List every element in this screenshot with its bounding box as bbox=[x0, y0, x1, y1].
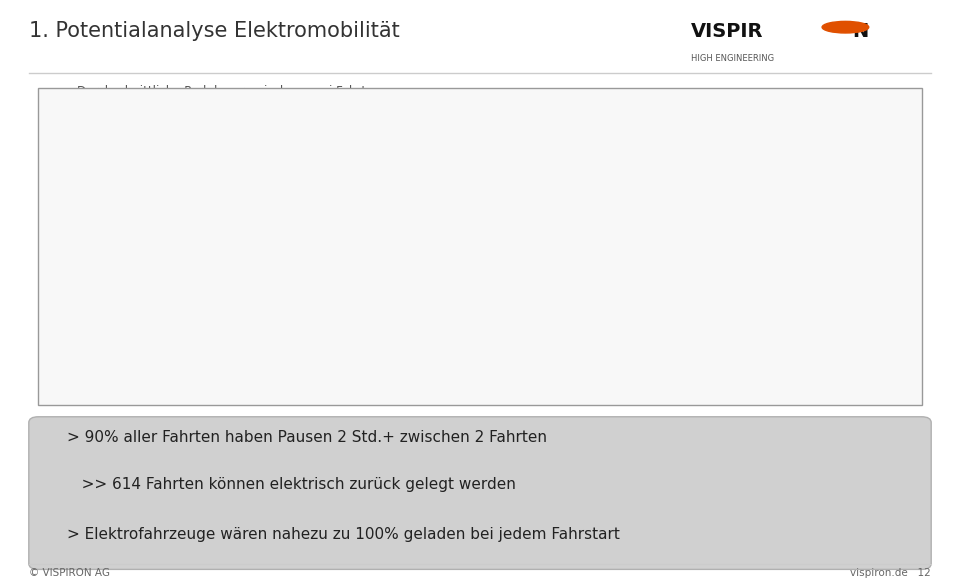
Bar bbox=[321, 353, 339, 382]
Text: vispiron.de   12: vispiron.de 12 bbox=[851, 568, 931, 578]
Bar bbox=[472, 312, 491, 382]
Bar bbox=[710, 364, 729, 382]
Bar bbox=[385, 364, 404, 382]
Bar bbox=[754, 377, 773, 382]
Bar bbox=[276, 370, 296, 382]
Bar bbox=[342, 364, 360, 382]
Bar bbox=[493, 303, 512, 382]
Bar bbox=[147, 223, 165, 382]
Bar bbox=[255, 368, 274, 382]
Bar bbox=[776, 375, 794, 382]
Bar bbox=[732, 375, 751, 382]
Bar bbox=[429, 362, 447, 382]
Text: 1. Potentialanalyse Elektromobilität: 1. Potentialanalyse Elektromobilität bbox=[29, 21, 399, 41]
Bar bbox=[102, 147, 179, 382]
Bar bbox=[79, 208, 103, 382]
Text: <= 1 Std.: <= 1 Std. bbox=[707, 146, 765, 160]
Bar bbox=[819, 379, 837, 382]
Text: > 6 Std.: > 6 Std. bbox=[707, 197, 755, 210]
Bar bbox=[689, 362, 708, 382]
Text: > Elektrofahrzeuge wären nahezu zu 100% geladen bei jedem Fahrstart: > Elektrofahrzeuge wären nahezu zu 100% … bbox=[67, 527, 620, 542]
Bar bbox=[104, 152, 122, 382]
Text: N: N bbox=[852, 22, 868, 41]
Bar bbox=[602, 328, 620, 382]
FancyBboxPatch shape bbox=[656, 129, 864, 222]
Text: 2 - 5 Std.: 2 - 5 Std. bbox=[707, 171, 760, 184]
Bar bbox=[624, 335, 642, 382]
Legend: Parkzeit: Parkzeit bbox=[778, 109, 858, 131]
Text: 2 - 5 Std.: 2 - 5 Std. bbox=[707, 171, 760, 184]
Bar bbox=[450, 337, 468, 382]
Bar bbox=[190, 312, 208, 382]
Bar bbox=[364, 348, 382, 382]
Text: >> 614 Fahrten können elektrisch zurück gelegt werden: >> 614 Fahrten können elektrisch zurück … bbox=[67, 477, 516, 492]
Bar bbox=[82, 210, 100, 382]
Bar bbox=[125, 223, 143, 382]
Bar bbox=[168, 272, 187, 382]
Bar bbox=[537, 323, 556, 382]
Bar bbox=[516, 312, 534, 382]
Bar bbox=[581, 315, 599, 382]
Bar bbox=[187, 292, 862, 382]
Circle shape bbox=[822, 21, 869, 33]
Bar bbox=[798, 377, 816, 382]
Text: Durchschnittliche Parkdauer zwischen zwei Fahrten: Durchschnittliche Parkdauer zwischen zwe… bbox=[78, 85, 381, 98]
Text: © VISPIRON AG: © VISPIRON AG bbox=[29, 568, 109, 578]
Text: HIGH ENGINEERING: HIGH ENGINEERING bbox=[691, 54, 775, 63]
Bar bbox=[299, 370, 317, 382]
Bar bbox=[212, 321, 230, 382]
Bar bbox=[667, 350, 685, 382]
Text: <= 1 Std.: <= 1 Std. bbox=[707, 146, 765, 160]
Bar bbox=[559, 319, 577, 382]
Text: > 6 Std.: > 6 Std. bbox=[707, 197, 755, 210]
Bar bbox=[407, 366, 425, 382]
Bar bbox=[841, 377, 859, 382]
Bar bbox=[645, 350, 664, 382]
Bar bbox=[233, 362, 252, 382]
Text: > 90% aller Fahrten haben Pausen 2 Std.+ zwischen 2 Fahrten: > 90% aller Fahrten haben Pausen 2 Std.+… bbox=[67, 430, 547, 445]
Text: VISPIR: VISPIR bbox=[691, 22, 764, 41]
